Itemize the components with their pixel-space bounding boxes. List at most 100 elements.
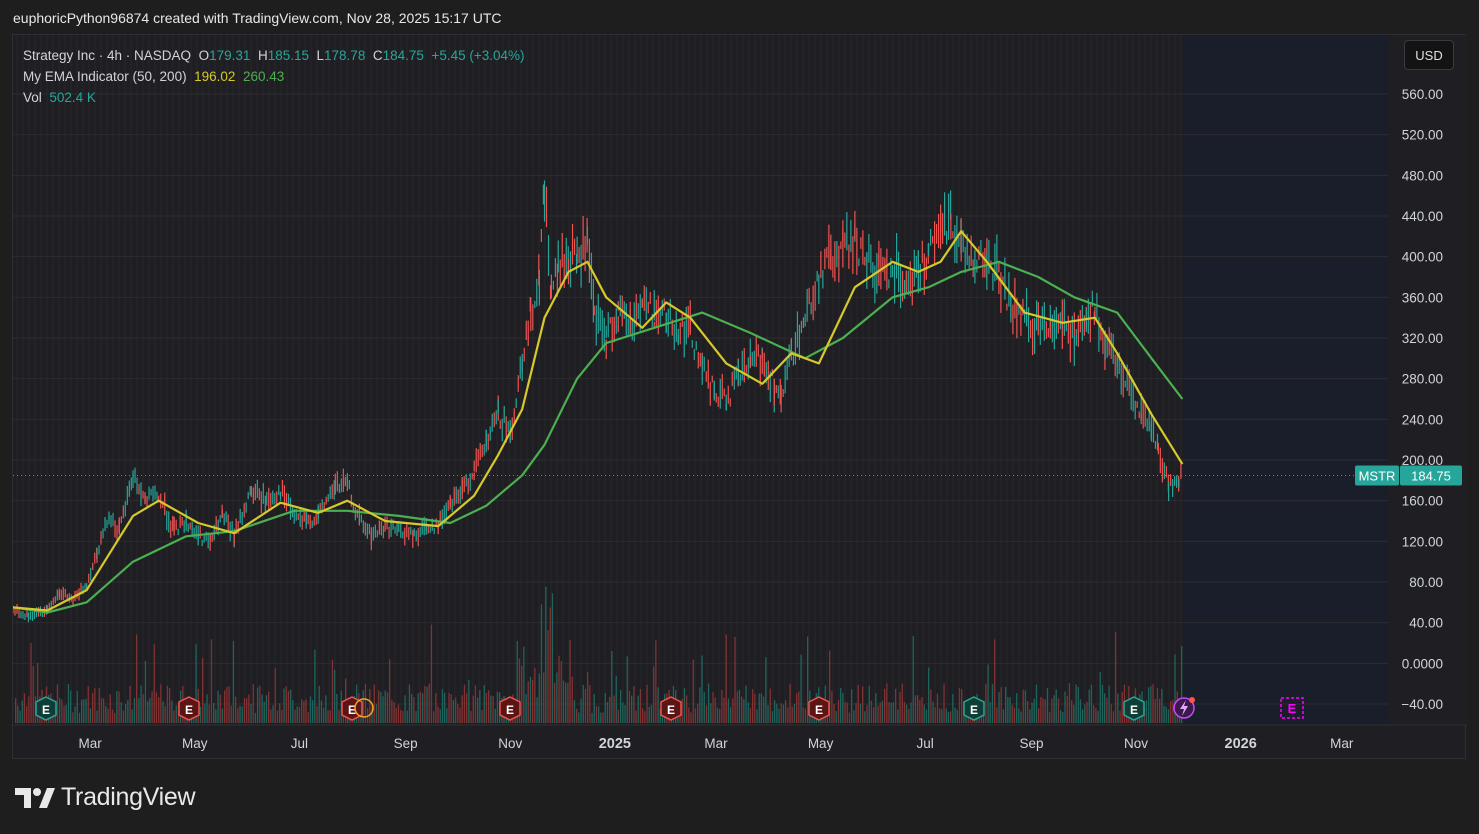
- volume-bar: [1170, 701, 1172, 723]
- earnings-marker-icon: E: [1123, 696, 1145, 721]
- volume-bar: [961, 689, 963, 723]
- earnings-letter: E: [1130, 703, 1138, 717]
- chart-frame[interactable]: 560.00 520.00 480.00 440.00 400.00 360.00 320.…: [12, 34, 1467, 760]
- tradingview-logo[interactable]: TradingView: [15, 783, 196, 812]
- volume-bar: [620, 689, 622, 723]
- volume-bar: [419, 691, 422, 723]
- volume-bar: [314, 649, 316, 723]
- volume-bar: [1082, 709, 1084, 723]
- volume-bar: [859, 703, 862, 723]
- volume-bar: [617, 709, 620, 723]
- volume-bar: [760, 693, 763, 723]
- volume-bar: [1062, 712, 1064, 723]
- volume-bar: [466, 693, 468, 723]
- volume-bar: [853, 710, 855, 723]
- earnings-letter: E: [42, 703, 50, 717]
- volume-bar: [1033, 698, 1035, 723]
- volume-bar: [796, 693, 798, 723]
- volume-bar: [710, 703, 712, 723]
- earnings-marker-icon: E: [660, 696, 682, 721]
- y-tick-label: −40.00: [1401, 697, 1443, 712]
- x-tick-label: Jul: [291, 736, 308, 751]
- volume-bar: [173, 710, 175, 723]
- notification-dot: [1189, 697, 1195, 703]
- price-tag-value: 184.75: [1411, 469, 1451, 484]
- volume-bar: [393, 702, 395, 723]
- x-tick-label: 2025: [599, 736, 631, 752]
- volume-bar: [778, 708, 780, 723]
- volume-bar: [600, 712, 602, 723]
- volume-bar: [232, 640, 235, 723]
- volume-bar: [1174, 654, 1176, 723]
- volume-bar: [633, 686, 635, 723]
- volume-bar: [719, 709, 721, 723]
- volume-bar: [331, 659, 334, 723]
- volume-bar: [540, 604, 543, 723]
- volume-bar: [923, 704, 925, 723]
- volume-bar: [991, 684, 994, 723]
- volume-bar: [204, 703, 206, 723]
- volume-bar: [213, 702, 215, 723]
- volume-bar: [895, 688, 897, 723]
- volume-bar: [730, 707, 732, 723]
- currency-button[interactable]: USD: [1404, 40, 1454, 70]
- future-earnings-letter: E: [1288, 701, 1297, 716]
- volume-bar: [259, 685, 261, 723]
- volume-bar: [516, 640, 518, 723]
- volume-bar: [642, 708, 644, 723]
- volume-bar: [829, 650, 831, 723]
- volume-bar: [606, 701, 609, 723]
- volume-bar: [692, 659, 694, 723]
- x-tick-label: 2026: [1225, 736, 1257, 752]
- volume-bar: [914, 695, 917, 723]
- volume-bar: [868, 685, 870, 723]
- volume-bar: [527, 681, 529, 723]
- volume-bar: [1095, 708, 1097, 723]
- volume-bar: [1038, 708, 1040, 723]
- volume-bar: [582, 684, 584, 723]
- volume-bar: [195, 644, 197, 723]
- volume-bar: [897, 709, 899, 723]
- volume-bar: [840, 687, 842, 723]
- volume-bar: [254, 712, 257, 723]
- legend-ema-row[interactable]: My EMA Indicator (50, 200) 196.02 260.43: [23, 66, 525, 87]
- volume-bar: [749, 707, 752, 723]
- volume-bar: [635, 710, 637, 723]
- volume-bar: [837, 699, 840, 723]
- lightning-glyph: [1180, 700, 1188, 716]
- legend-ema50-value: 196.02: [194, 69, 236, 84]
- volume-bar: [921, 697, 923, 723]
- volume-bar: [210, 639, 213, 723]
- price-tag: MSTR 184.75: [1355, 465, 1462, 486]
- volume-bar: [76, 690, 78, 723]
- volume-bar: [716, 707, 719, 723]
- volume-bar: [1101, 684, 1104, 723]
- volume-bar: [994, 639, 996, 723]
- volume-bar: [945, 708, 947, 723]
- volume-bar: [402, 710, 404, 723]
- volume-bar: [17, 705, 19, 723]
- volume-bar: [771, 711, 774, 723]
- volume-bar: [631, 695, 633, 723]
- volume-bar: [912, 635, 914, 723]
- future-earnings-icon: [1280, 697, 1304, 719]
- volume-bar: [461, 695, 463, 723]
- volume-bar: [221, 708, 224, 723]
- volume-bar: [1013, 707, 1016, 723]
- volume-bar: [703, 691, 705, 723]
- volume-bar: [257, 687, 259, 723]
- volume-bar: [947, 711, 950, 723]
- legend-volume-row[interactable]: Vol 502.4 K: [23, 87, 525, 108]
- volume-bar: [622, 702, 624, 723]
- volume-bar: [881, 701, 884, 723]
- volume-bar: [518, 658, 521, 723]
- volume-bar: [85, 698, 87, 723]
- volume-bar: [444, 692, 446, 723]
- volume-bar: [470, 710, 472, 723]
- legend-price-row[interactable]: Strategy Inc · 4h · NASDAQ O179.31 H185.…: [23, 45, 525, 66]
- volume-bar: [855, 703, 857, 723]
- price-chart[interactable]: 560.00 520.00 480.00 440.00 400.00 360.00 320.…: [13, 35, 1467, 760]
- volume-bar: [875, 693, 877, 723]
- volume-bar: [199, 706, 202, 723]
- y-tick-label: 560.00: [1402, 87, 1443, 102]
